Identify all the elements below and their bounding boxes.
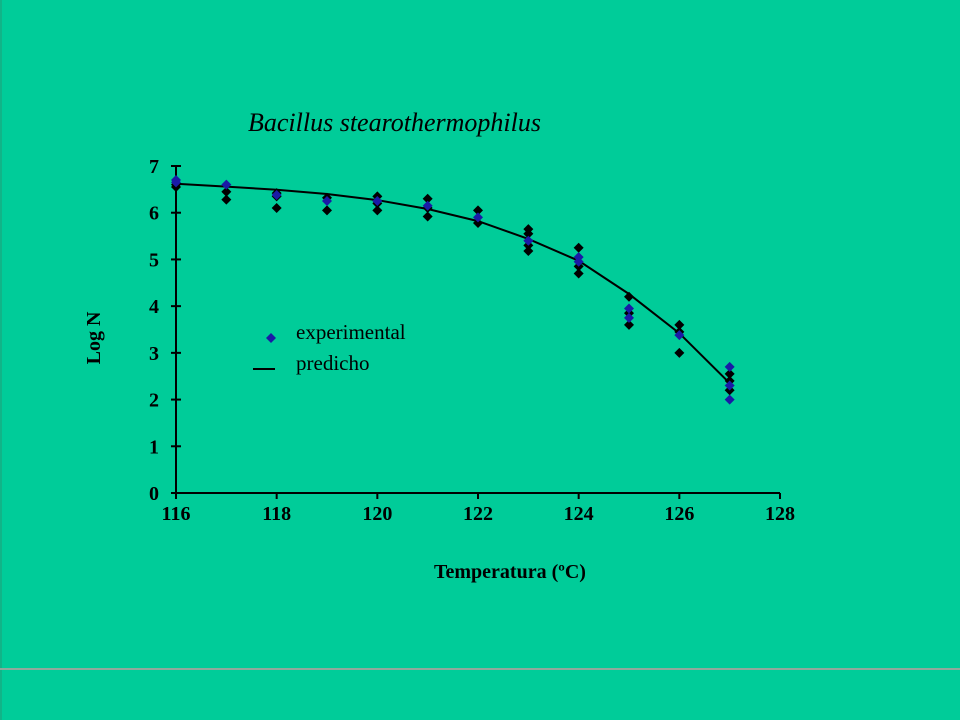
data-point	[523, 235, 534, 246]
data-point	[624, 291, 634, 302]
tick-marks	[171, 165, 781, 499]
y-tick-label-0: 0	[149, 483, 159, 505]
data-point	[523, 246, 534, 257]
tick-labels: 0 1 2 3 4 5 6 7 116 118 120 122 124 126 128	[149, 156, 795, 525]
data-point	[573, 256, 584, 267]
data-point	[322, 205, 332, 216]
data-point	[473, 205, 483, 216]
data-point	[372, 205, 383, 216]
x-tick-label-124: 124	[564, 503, 594, 525]
slide-left-edge	[0, 0, 2, 720]
x-tick-label-120: 120	[362, 503, 392, 525]
data-point	[271, 189, 282, 200]
data-point	[624, 319, 634, 330]
x-tick-label-122: 122	[463, 503, 493, 525]
data-point	[322, 196, 332, 207]
data-point	[473, 217, 483, 228]
x-axis-title: Temperatura (ºC)	[434, 561, 586, 583]
data-point	[624, 312, 634, 323]
x-tick-label-128: 128	[765, 503, 795, 525]
data-point	[422, 200, 433, 211]
data-point	[724, 394, 735, 405]
x-tick-label-126: 126	[664, 503, 694, 525]
y-tick-label-4: 4	[149, 296, 159, 318]
y-tick-label-5: 5	[149, 249, 159, 271]
data-point	[271, 203, 282, 214]
data-point	[573, 268, 584, 279]
data-point	[624, 303, 634, 314]
data-point	[724, 361, 735, 372]
data-point	[674, 319, 685, 330]
slide-bottom-divider	[0, 668, 960, 670]
legend-label-predicho: predicho	[296, 351, 369, 375]
data-point	[221, 179, 232, 190]
data-point	[171, 177, 181, 188]
predicted-curve	[175, 182, 731, 384]
y-tick-label-2: 2	[149, 390, 159, 412]
legend-diamond-icon	[266, 333, 276, 343]
y-tick-label-1: 1	[149, 436, 159, 458]
x-tick-label-118: 118	[262, 503, 291, 525]
legend-label-experimental: experimental	[296, 320, 406, 344]
legend: experimental predicho	[253, 320, 406, 375]
data-point	[573, 242, 584, 253]
data-point	[523, 228, 534, 239]
y-tick-label-6: 6	[149, 203, 159, 225]
data-point	[724, 368, 735, 379]
data-point	[221, 186, 232, 197]
data-point	[372, 196, 383, 207]
data-point	[221, 194, 232, 205]
data-point	[422, 193, 433, 204]
x-tick-label-116: 116	[162, 503, 191, 525]
data-point	[724, 380, 735, 391]
y-tick-label-3: 3	[149, 343, 159, 365]
y-axis-title: Log N	[83, 311, 105, 364]
data-point	[674, 347, 685, 358]
data-point	[674, 330, 685, 341]
data-point	[473, 212, 483, 223]
chart-title: Bacillus stearothermophilus	[248, 108, 541, 137]
experimental-points	[171, 175, 735, 405]
y-tick-label-7: 7	[149, 156, 159, 178]
data-point	[422, 211, 433, 222]
